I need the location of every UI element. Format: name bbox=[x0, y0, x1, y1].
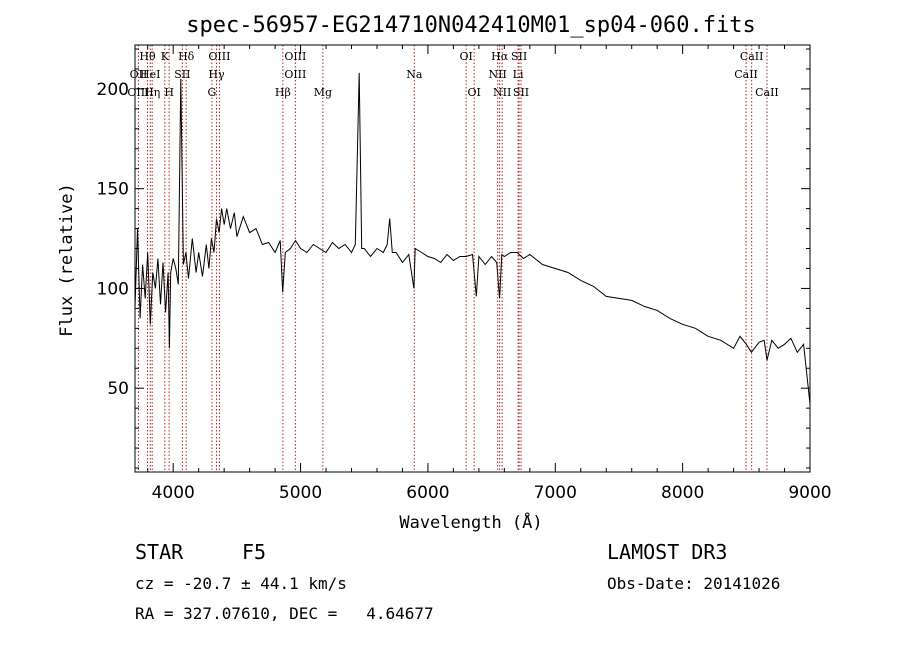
chart-title: spec-56957-EG214710N042410M01_sp04-060.f… bbox=[186, 13, 756, 38]
x-axis: 4000 5000 6000 7000 8000 9000 bbox=[147, 45, 832, 503]
plot-frame bbox=[134, 44, 811, 473]
line-label-4: OIII bbox=[284, 50, 306, 63]
line-label-27: CaII bbox=[755, 86, 779, 99]
line-label-11: SII bbox=[174, 68, 190, 81]
line-label-10: HeI bbox=[140, 68, 160, 81]
y-tick-label-2: 150 bbox=[97, 180, 129, 200]
line-label-1: K bbox=[161, 50, 170, 63]
y-axis-label: Flux (relative) bbox=[57, 183, 77, 337]
survey-name: LAMOST DR3 bbox=[607, 540, 728, 564]
y-tick-label-1: 100 bbox=[97, 279, 129, 299]
line-label-15: NII bbox=[489, 68, 507, 81]
line-label-5: OI bbox=[459, 50, 472, 63]
y-tick-label-0: 50 bbox=[107, 379, 129, 399]
line-label-21: G bbox=[208, 86, 217, 99]
x-tick-label-4: 8000 bbox=[661, 483, 704, 503]
line-label-12: Hγ bbox=[208, 68, 225, 81]
line-label-8: CaII bbox=[740, 50, 764, 63]
line-label-3: OIII bbox=[208, 50, 230, 63]
line-markers bbox=[137, 45, 768, 472]
line-label-17: CaII bbox=[734, 68, 758, 81]
y-tick-label-3: 200 bbox=[97, 80, 129, 100]
x-tick-label-2: 6000 bbox=[406, 483, 449, 503]
spectrum-series bbox=[134, 72, 811, 405]
line-label-23: Mg bbox=[314, 86, 332, 99]
line-label-19: Hη bbox=[144, 86, 160, 99]
line-label-26: SII bbox=[513, 86, 529, 99]
line-label-0: Hθ bbox=[139, 50, 156, 63]
line-label-13: OIII bbox=[284, 68, 306, 81]
y-axis: 50 100 150 200 bbox=[97, 48, 810, 469]
line-label-14: Na bbox=[406, 68, 423, 81]
line-label-9: OII bbox=[130, 68, 148, 81]
line-label-25: NII bbox=[493, 86, 511, 99]
obs-date: Obs-Date: 20141026 bbox=[607, 574, 781, 593]
x-axis-label: Wavelength (Å) bbox=[399, 511, 542, 533]
line-label-16: Li bbox=[513, 68, 524, 81]
line-label-22: Hβ bbox=[275, 86, 291, 99]
line-label-2: Hδ bbox=[178, 50, 195, 63]
object-class: STAR bbox=[135, 540, 184, 564]
line-label-20: H bbox=[164, 86, 174, 99]
object-subclass: F5 bbox=[242, 540, 267, 564]
line-label-6: Hα bbox=[491, 50, 509, 63]
coordinates: RA = 327.07610, DEC = 4.64677 bbox=[135, 604, 434, 623]
x-tick-label-5: 9000 bbox=[788, 483, 831, 503]
x-tick-label-1: 5000 bbox=[279, 483, 322, 503]
x-tick-label-3: 7000 bbox=[534, 483, 577, 503]
line-label-24: OI bbox=[467, 86, 480, 99]
x-tick-label-0: 4000 bbox=[152, 483, 195, 503]
line-label-7: SII bbox=[511, 50, 527, 63]
redshift-readout: cz = -20.7 ± 44.1 km/s bbox=[135, 574, 347, 593]
